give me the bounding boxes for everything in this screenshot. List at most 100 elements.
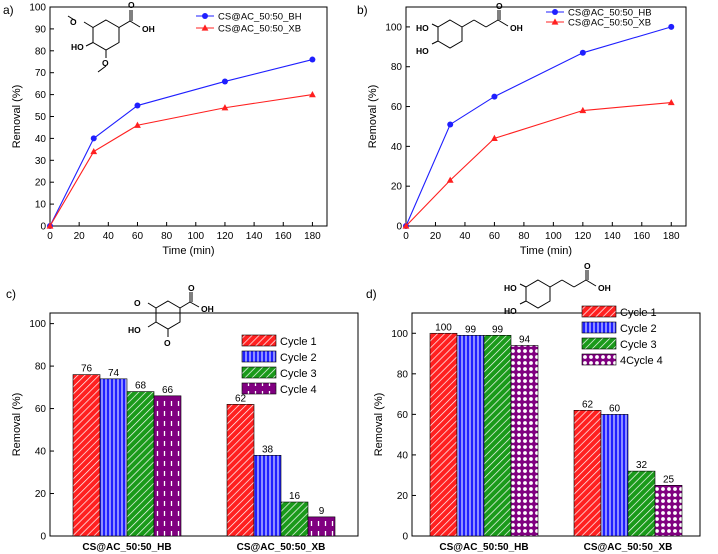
legend-label: CS@AC_50:50_HB [568, 8, 652, 19]
bar [510, 345, 539, 537]
y-tick-label: 20 [35, 178, 47, 189]
legend-marker [201, 24, 209, 31]
bar [654, 485, 683, 537]
y-tick-label: 0 [396, 222, 402, 233]
data-point [667, 98, 675, 106]
bar-value-label: 38 [262, 444, 274, 455]
legend-swatch [241, 382, 277, 395]
data-point [134, 102, 141, 109]
bar [429, 332, 458, 537]
series-marks [46, 56, 316, 229]
y-tick-label: 60 [397, 410, 409, 421]
bar-value-label: 32 [636, 460, 648, 471]
legend-swatch [241, 366, 277, 379]
category-label: CS@AC_50:50_HB [82, 542, 171, 553]
bar-value-label: 66 [162, 385, 174, 396]
bar [280, 501, 309, 537]
series-marks: 100 99 99 94 62 60 32 25 [429, 322, 683, 537]
panel-b: b) 0 20 40 60 80 100 Removal (%) 0 20 40 60 80 100 12… [357, 1, 687, 257]
x-tick-label: 120 [217, 231, 234, 242]
panel-label: b) [357, 3, 368, 17]
chemical-structure-icon: HO HO O OH [504, 261, 611, 316]
plot-frame [49, 312, 359, 537]
struct-label: HO [71, 42, 84, 52]
y-tick-label: 40 [35, 134, 47, 145]
panel-label: c) [6, 287, 16, 301]
x-tick-label: 0 [47, 231, 53, 242]
legend: Cycle 1 Cycle 2 Cycle 3 Cycle 4 [241, 334, 317, 396]
plot-frame [411, 312, 701, 537]
data-point [579, 106, 587, 114]
plot-frame [405, 6, 687, 227]
y-tick-label: 90 [35, 24, 47, 35]
x-tick-label: 40 [103, 231, 115, 242]
data-point [447, 121, 454, 128]
struct-label: HO [504, 306, 517, 316]
struct-label: O [102, 58, 109, 68]
bar [72, 374, 101, 537]
panel-label: a) [3, 3, 14, 17]
series-line [405, 26, 672, 227]
y-tick-label: 80 [397, 369, 409, 380]
bar [253, 454, 282, 537]
data-point [491, 93, 498, 100]
bar-value-label: 94 [519, 334, 531, 345]
axes: 0 20 40 60 80 100 Removal (%) CS@AC_50:50_HB CS@… [373, 329, 672, 553]
struct-label: O [164, 338, 171, 348]
x-tick-label: 100 [545, 231, 562, 242]
x-tick-label: 180 [663, 231, 680, 242]
y-tick-label: 20 [391, 182, 403, 193]
axes: 0 20 40 60 80 100 Removal (%) CS@AC_50:50_HB CS@… [11, 319, 325, 553]
y-tick-label: 50 [35, 112, 47, 123]
x-tick-label: 160 [275, 231, 292, 242]
y-tick-label: 70 [35, 68, 47, 79]
legend-label: Cycle 2 [280, 352, 317, 364]
chemical-structure-icon: OH O O HO O [128, 283, 214, 348]
y-tick-label: 0 [40, 532, 46, 543]
data-point [491, 134, 498, 141]
bar-value-label: 99 [465, 324, 477, 335]
x-tick-label: 100 [187, 231, 204, 242]
x-tick-label: 80 [161, 231, 173, 242]
chemical-structure-icon: OH O O HO O [67, 0, 155, 73]
x-tick-label: 160 [633, 231, 650, 242]
x-tick-label: 20 [430, 231, 442, 242]
data-point [46, 222, 54, 229]
bar-value-label: 68 [135, 381, 147, 392]
struct-label: O [496, 1, 503, 11]
panel-c: c) 0 20 40 60 80 100 Removal (%) CS@AC_50:50_HB… [6, 283, 359, 553]
panel-a: a) 0 10 20 30 40 50 60 70 80 90 100 Removal (%) 0 20 4… [3, 0, 328, 257]
data-point [402, 222, 410, 229]
y-tick-label: 0 [402, 532, 408, 543]
panel-d: d) 0 20 40 60 80 100 Removal (%) CS@AC_50:50_HB… [366, 261, 701, 553]
x-tick-label: 60 [489, 231, 501, 242]
bar [226, 404, 255, 537]
bar [99, 378, 128, 537]
y-tick-label: 100 [385, 22, 402, 33]
legend-label: Cycle 4 [280, 384, 317, 396]
y-axis-label: Removal (%) [11, 85, 23, 149]
x-tick-label: 140 [604, 231, 621, 242]
legend-swatch [581, 321, 617, 334]
x-tick-label: 0 [403, 231, 409, 242]
series-marks: 76 74 68 66 62 38 16 9 [72, 364, 336, 537]
x-tick-label: 180 [304, 231, 321, 242]
struct-label: O [188, 283, 195, 293]
x-axis-label: Time (min) [162, 245, 214, 257]
data-point [221, 104, 229, 111]
data-point [668, 23, 675, 30]
bar-value-label: 100 [435, 322, 452, 333]
legend-swatch [581, 337, 617, 350]
bar [573, 410, 602, 537]
y-tick-label: 60 [35, 90, 47, 101]
plot-frame [49, 6, 328, 227]
x-axis-label: Time (min) [520, 245, 572, 257]
legend-swatch [241, 334, 277, 347]
legend-marker [552, 9, 558, 15]
legend-swatch [581, 353, 617, 366]
struct-label: OH [201, 304, 214, 314]
axes: 0 20 40 60 80 100 Removal (%) 0 20 40 60 80 100 120 14… [367, 22, 680, 257]
series-line [49, 94, 313, 227]
struct-label: OH [510, 23, 523, 33]
